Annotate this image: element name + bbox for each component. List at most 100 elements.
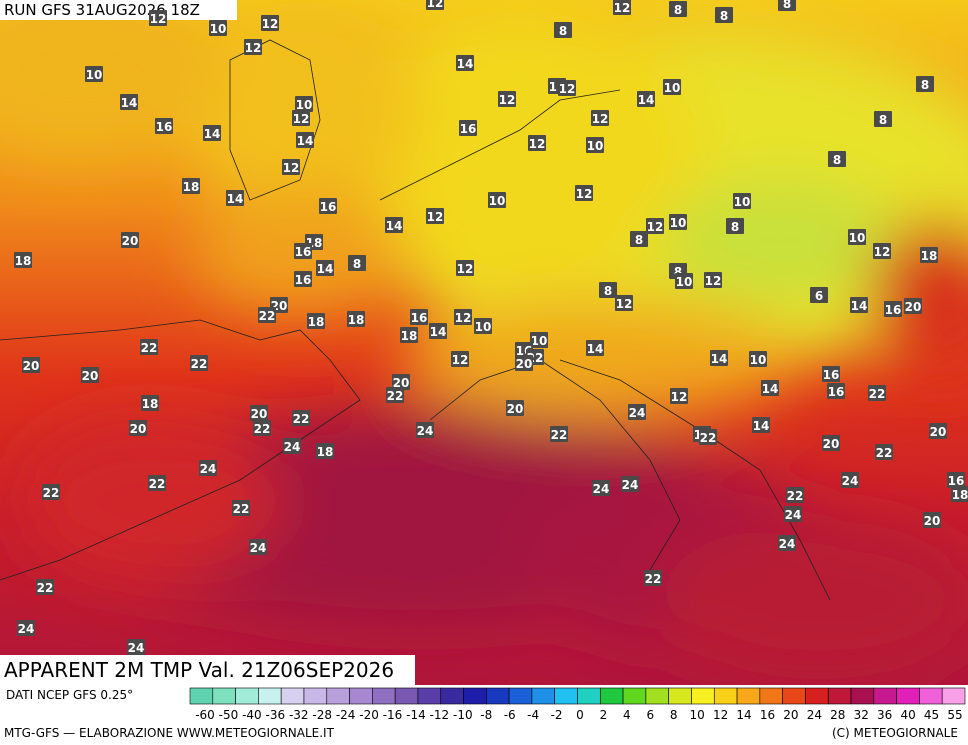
legend-swatch bbox=[713, 687, 738, 705]
label-box bbox=[828, 151, 846, 167]
legend-swatch bbox=[919, 687, 943, 705]
legend-swatch bbox=[326, 687, 350, 705]
legend-tick-label: 55 bbox=[947, 708, 962, 722]
label-box bbox=[929, 423, 947, 439]
legend-swatch bbox=[896, 687, 920, 705]
temp-label: 16 bbox=[411, 311, 428, 325]
label-box bbox=[203, 125, 221, 141]
legend-tick-label: 2 bbox=[600, 708, 608, 722]
legend-tick-label: -2 bbox=[551, 708, 563, 722]
legend-swatch bbox=[349, 687, 373, 705]
label-box bbox=[199, 460, 217, 476]
legend-tick-label: -28 bbox=[312, 708, 332, 722]
label-box bbox=[850, 297, 868, 313]
legend-tick-label: 12 bbox=[713, 708, 728, 722]
legend-swatch bbox=[463, 687, 487, 705]
label-box bbox=[733, 193, 751, 209]
label-box bbox=[615, 295, 633, 311]
temp-label: 12 bbox=[529, 137, 546, 151]
temp-label: 14 bbox=[227, 192, 244, 206]
label-box bbox=[875, 444, 893, 460]
temp-label: 24 bbox=[284, 440, 301, 454]
label-box bbox=[637, 91, 655, 107]
temp-label: 12 bbox=[614, 1, 631, 15]
legend-tick-label: -10 bbox=[453, 708, 473, 722]
temp-label: 14 bbox=[317, 262, 334, 276]
label-box bbox=[155, 118, 173, 134]
label-box bbox=[316, 260, 334, 276]
label-box bbox=[295, 96, 313, 112]
label-box bbox=[282, 159, 300, 175]
label-box bbox=[250, 405, 268, 421]
temp-label: 10 bbox=[296, 98, 313, 112]
label-box bbox=[613, 0, 631, 15]
temp-label: 10 bbox=[664, 81, 681, 95]
temp-label: 14 bbox=[638, 93, 655, 107]
label-box bbox=[456, 260, 474, 276]
temp-label: 6 bbox=[815, 289, 823, 303]
temp-label: 22 bbox=[259, 309, 276, 323]
label-box bbox=[586, 137, 604, 153]
temp-label: 20 bbox=[82, 369, 99, 383]
temp-label: 8 bbox=[783, 0, 791, 11]
legend-swatch bbox=[645, 687, 669, 705]
temp-label: 12 bbox=[283, 161, 300, 175]
temp-label: 22 bbox=[869, 387, 886, 401]
temp-label: 22 bbox=[149, 477, 166, 491]
legend-tick-label: -32 bbox=[289, 708, 309, 722]
label-box bbox=[429, 323, 447, 339]
label-box bbox=[261, 15, 279, 31]
temp-label: 8 bbox=[833, 153, 841, 167]
label-box bbox=[558, 80, 576, 96]
label-box bbox=[646, 218, 664, 234]
legend-swatch bbox=[736, 687, 761, 705]
label-box bbox=[85, 66, 103, 82]
label-box bbox=[827, 383, 845, 399]
label-box bbox=[121, 232, 139, 248]
temp-label: 8 bbox=[559, 24, 567, 38]
legend-swatch bbox=[303, 687, 328, 705]
temp-label: 8 bbox=[731, 220, 739, 234]
temp-label: 16 bbox=[885, 303, 902, 317]
temp-label: 8 bbox=[720, 9, 728, 23]
temp-label: 12 bbox=[452, 353, 469, 367]
temp-label: 22 bbox=[37, 581, 54, 595]
label-box bbox=[752, 417, 770, 433]
label-box bbox=[296, 132, 314, 148]
label-box bbox=[923, 512, 941, 528]
legend-tick-label: 24 bbox=[807, 708, 822, 722]
label-box bbox=[258, 307, 276, 323]
temp-label: 20 bbox=[23, 359, 40, 373]
temp-label: 20 bbox=[130, 422, 147, 436]
legend-swatch bbox=[212, 687, 236, 705]
temp-label: 10 bbox=[475, 320, 492, 334]
label-box bbox=[916, 76, 934, 92]
legend-swatch bbox=[759, 687, 783, 705]
temp-label: 12 bbox=[293, 112, 310, 126]
legend-swatch bbox=[941, 687, 966, 705]
label-box bbox=[416, 422, 434, 438]
temp-label: 16 bbox=[823, 368, 840, 382]
temp-label: 24 bbox=[622, 478, 639, 492]
temp-label: 14 bbox=[204, 127, 221, 141]
temp-label: 8 bbox=[635, 233, 643, 247]
legend-swatch bbox=[554, 687, 578, 705]
temp-label: 14 bbox=[851, 299, 868, 313]
temp-label: 10 bbox=[531, 334, 548, 348]
legend-tick-label: -12 bbox=[430, 708, 450, 722]
temp-label: 14 bbox=[711, 352, 728, 366]
legend-tick-label: 45 bbox=[924, 708, 939, 722]
temp-label: 22 bbox=[787, 489, 804, 503]
legend-tick-label: 4 bbox=[623, 708, 631, 722]
label-box bbox=[761, 380, 779, 396]
label-box bbox=[904, 298, 922, 314]
label-box bbox=[454, 309, 472, 325]
label-box bbox=[294, 271, 312, 287]
credit: MTG-GFS — ELABORAZIONE WWW.METEOGIORNALE… bbox=[4, 726, 335, 740]
label-box bbox=[644, 570, 662, 586]
label-box bbox=[778, 535, 796, 551]
temp-label: 24 bbox=[629, 406, 646, 420]
label-box bbox=[42, 484, 60, 500]
